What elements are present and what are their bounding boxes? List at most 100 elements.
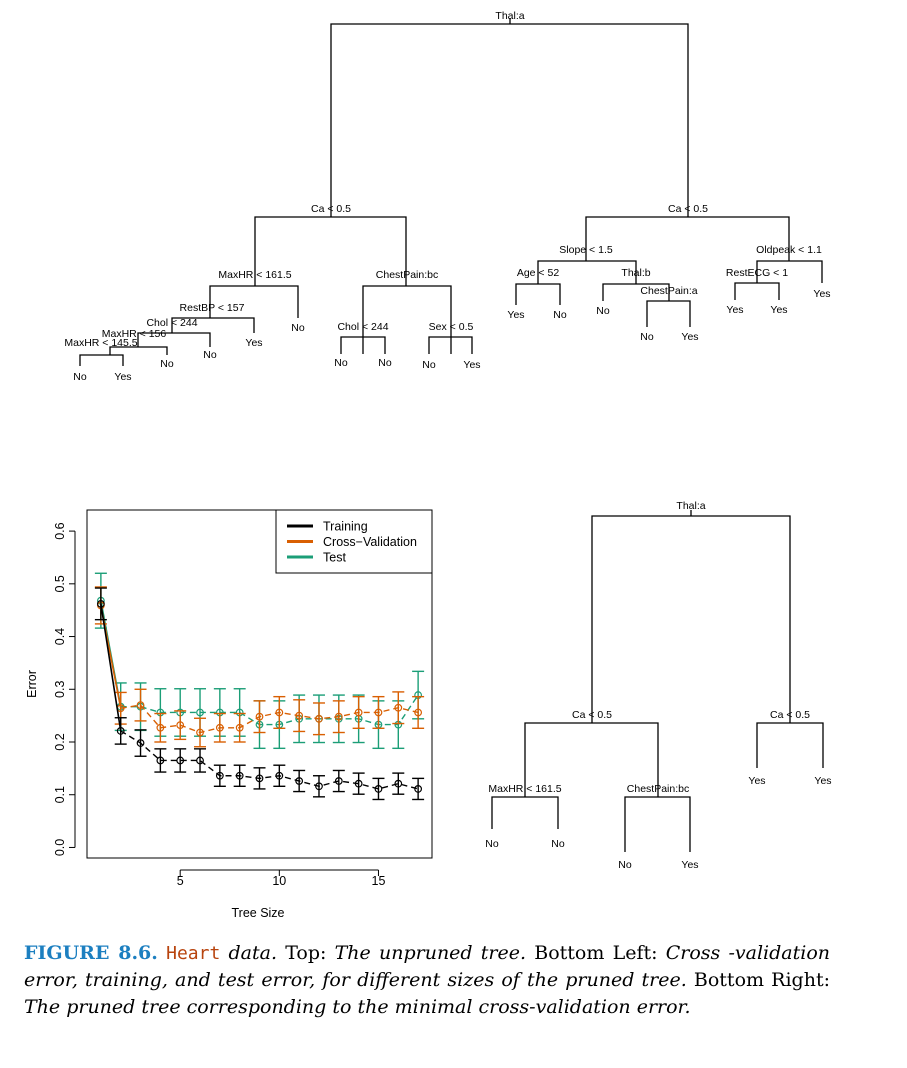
data-point <box>295 711 304 720</box>
leaf-label: No <box>596 305 610 317</box>
split-label: ChestPain:bc <box>627 783 689 795</box>
leaf-label: No <box>203 349 217 361</box>
x-tick-label: 15 <box>372 874 386 888</box>
data-point <box>176 756 185 765</box>
split-label: Age < 52 <box>517 267 559 279</box>
split-label: MaxHR < 161.5 <box>488 783 561 795</box>
data-point <box>295 714 304 723</box>
series-layer <box>94 572 425 801</box>
data-point <box>96 601 105 610</box>
split-label: Thal:a <box>676 500 705 512</box>
caption-text: Cross -validation error, training, and t… <box>24 942 830 991</box>
series-0 <box>94 587 425 801</box>
leaf-label: Yes <box>114 371 131 383</box>
legend-label: Training <box>323 520 368 534</box>
leaf-label: No <box>485 838 499 850</box>
data-point <box>255 774 264 783</box>
leaf-label: Yes <box>770 304 787 316</box>
x-tick-label: 5 <box>177 874 184 888</box>
leaf-label: Yes <box>726 304 743 316</box>
data-point <box>156 723 165 732</box>
x-axis-label: Tree Size <box>231 906 284 920</box>
caption-text: The unpruned tree. <box>334 942 527 964</box>
y-tick-label: 0.4 <box>53 628 67 645</box>
series-line <box>100 600 122 707</box>
split-label: Ca < 0.5 <box>572 709 612 721</box>
split-label: ChestPain:bc <box>376 269 438 281</box>
data-point <box>315 714 323 723</box>
data-point <box>196 728 204 737</box>
data-point <box>374 785 383 793</box>
leaf-label: No <box>551 838 565 850</box>
data-point <box>116 704 125 713</box>
data-point <box>315 714 323 723</box>
split-label: Thal:a <box>495 10 524 22</box>
leaf-label: No <box>73 371 87 383</box>
y-tick-label: 0.2 <box>53 733 67 750</box>
series-line <box>120 694 419 726</box>
pruned-tree-leaves: No No No Yes Yes Yes <box>485 775 831 871</box>
data-point <box>156 756 165 765</box>
leaf-label: No <box>618 859 632 871</box>
split-label: Thal:b <box>621 267 650 279</box>
data-point <box>235 723 244 732</box>
leaf-label: Yes <box>681 331 698 343</box>
data-point <box>176 721 185 730</box>
leaf-label: Yes <box>507 309 524 321</box>
caption-text: data. <box>220 942 286 964</box>
split-label: Ca < 0.5 <box>770 709 810 721</box>
split-label: Chol < 244 <box>337 321 388 333</box>
data-point <box>136 702 145 711</box>
caption-text: Top: <box>285 942 335 964</box>
data-point <box>176 708 185 717</box>
data-point <box>334 714 343 723</box>
split-label: Chol < 244 <box>146 317 197 329</box>
data-point <box>96 596 105 605</box>
data-point <box>414 785 423 793</box>
data-point <box>394 703 403 712</box>
caption-text: Bottom Left: <box>526 942 666 964</box>
leaf-label: No <box>334 357 348 369</box>
data-point <box>275 720 284 729</box>
data-point <box>215 771 224 780</box>
split-label: Ca < 0.5 <box>311 203 351 215</box>
y-tick-label: 0.5 <box>53 575 67 592</box>
legend-box <box>275 509 433 574</box>
split-label: RestECG < 1 <box>726 267 788 279</box>
plot-frame <box>86 509 433 859</box>
y-tick-label: 0.3 <box>53 681 67 698</box>
data-point <box>235 771 244 780</box>
data-point <box>295 777 304 785</box>
data-point <box>136 739 145 747</box>
data-point <box>156 708 165 717</box>
data-point <box>196 708 204 717</box>
data-point <box>215 723 224 732</box>
split-label: Oldpeak < 1.1 <box>756 244 822 256</box>
split-label: ChestPain:a <box>640 285 697 297</box>
data-point <box>354 714 363 723</box>
data-point <box>136 701 145 709</box>
y-tick-label: 0.6 <box>53 522 67 539</box>
data-point <box>315 782 323 791</box>
leaf-label: No <box>291 322 305 334</box>
data-point <box>374 720 383 729</box>
y-axis-label: Error <box>25 670 39 698</box>
split-label: RestBP < 157 <box>180 302 245 314</box>
data-point <box>235 708 244 717</box>
leaf-label: No <box>553 309 567 321</box>
caption-text: The pruned tree corresponding to the min… <box>24 996 691 1018</box>
y-tick-label: 0.1 <box>53 786 67 803</box>
data-point <box>354 708 363 717</box>
series-line <box>120 704 419 734</box>
split-label: Sex < 0.5 <box>429 321 474 333</box>
pruned-tree-labels: Thal:a Ca < 0.5 MaxHR < 161.5 ChestPain:… <box>488 500 810 795</box>
leaf-label: No <box>378 357 392 369</box>
split-label: MaxHR < 161.5 <box>218 269 291 281</box>
series-line <box>100 603 122 732</box>
unpruned-tree-diagram: Thal:a Ca < 0.5 Ca < 0.5 MaxHR < 161.5 R… <box>64 10 830 383</box>
leaf-label: Yes <box>813 288 830 300</box>
data-point <box>275 708 284 717</box>
dataset-name: Heart <box>166 943 221 964</box>
figure-caption: FIGURE 8.6. Heart data. Top: The unprune… <box>24 940 830 1021</box>
series-2 <box>94 572 425 750</box>
